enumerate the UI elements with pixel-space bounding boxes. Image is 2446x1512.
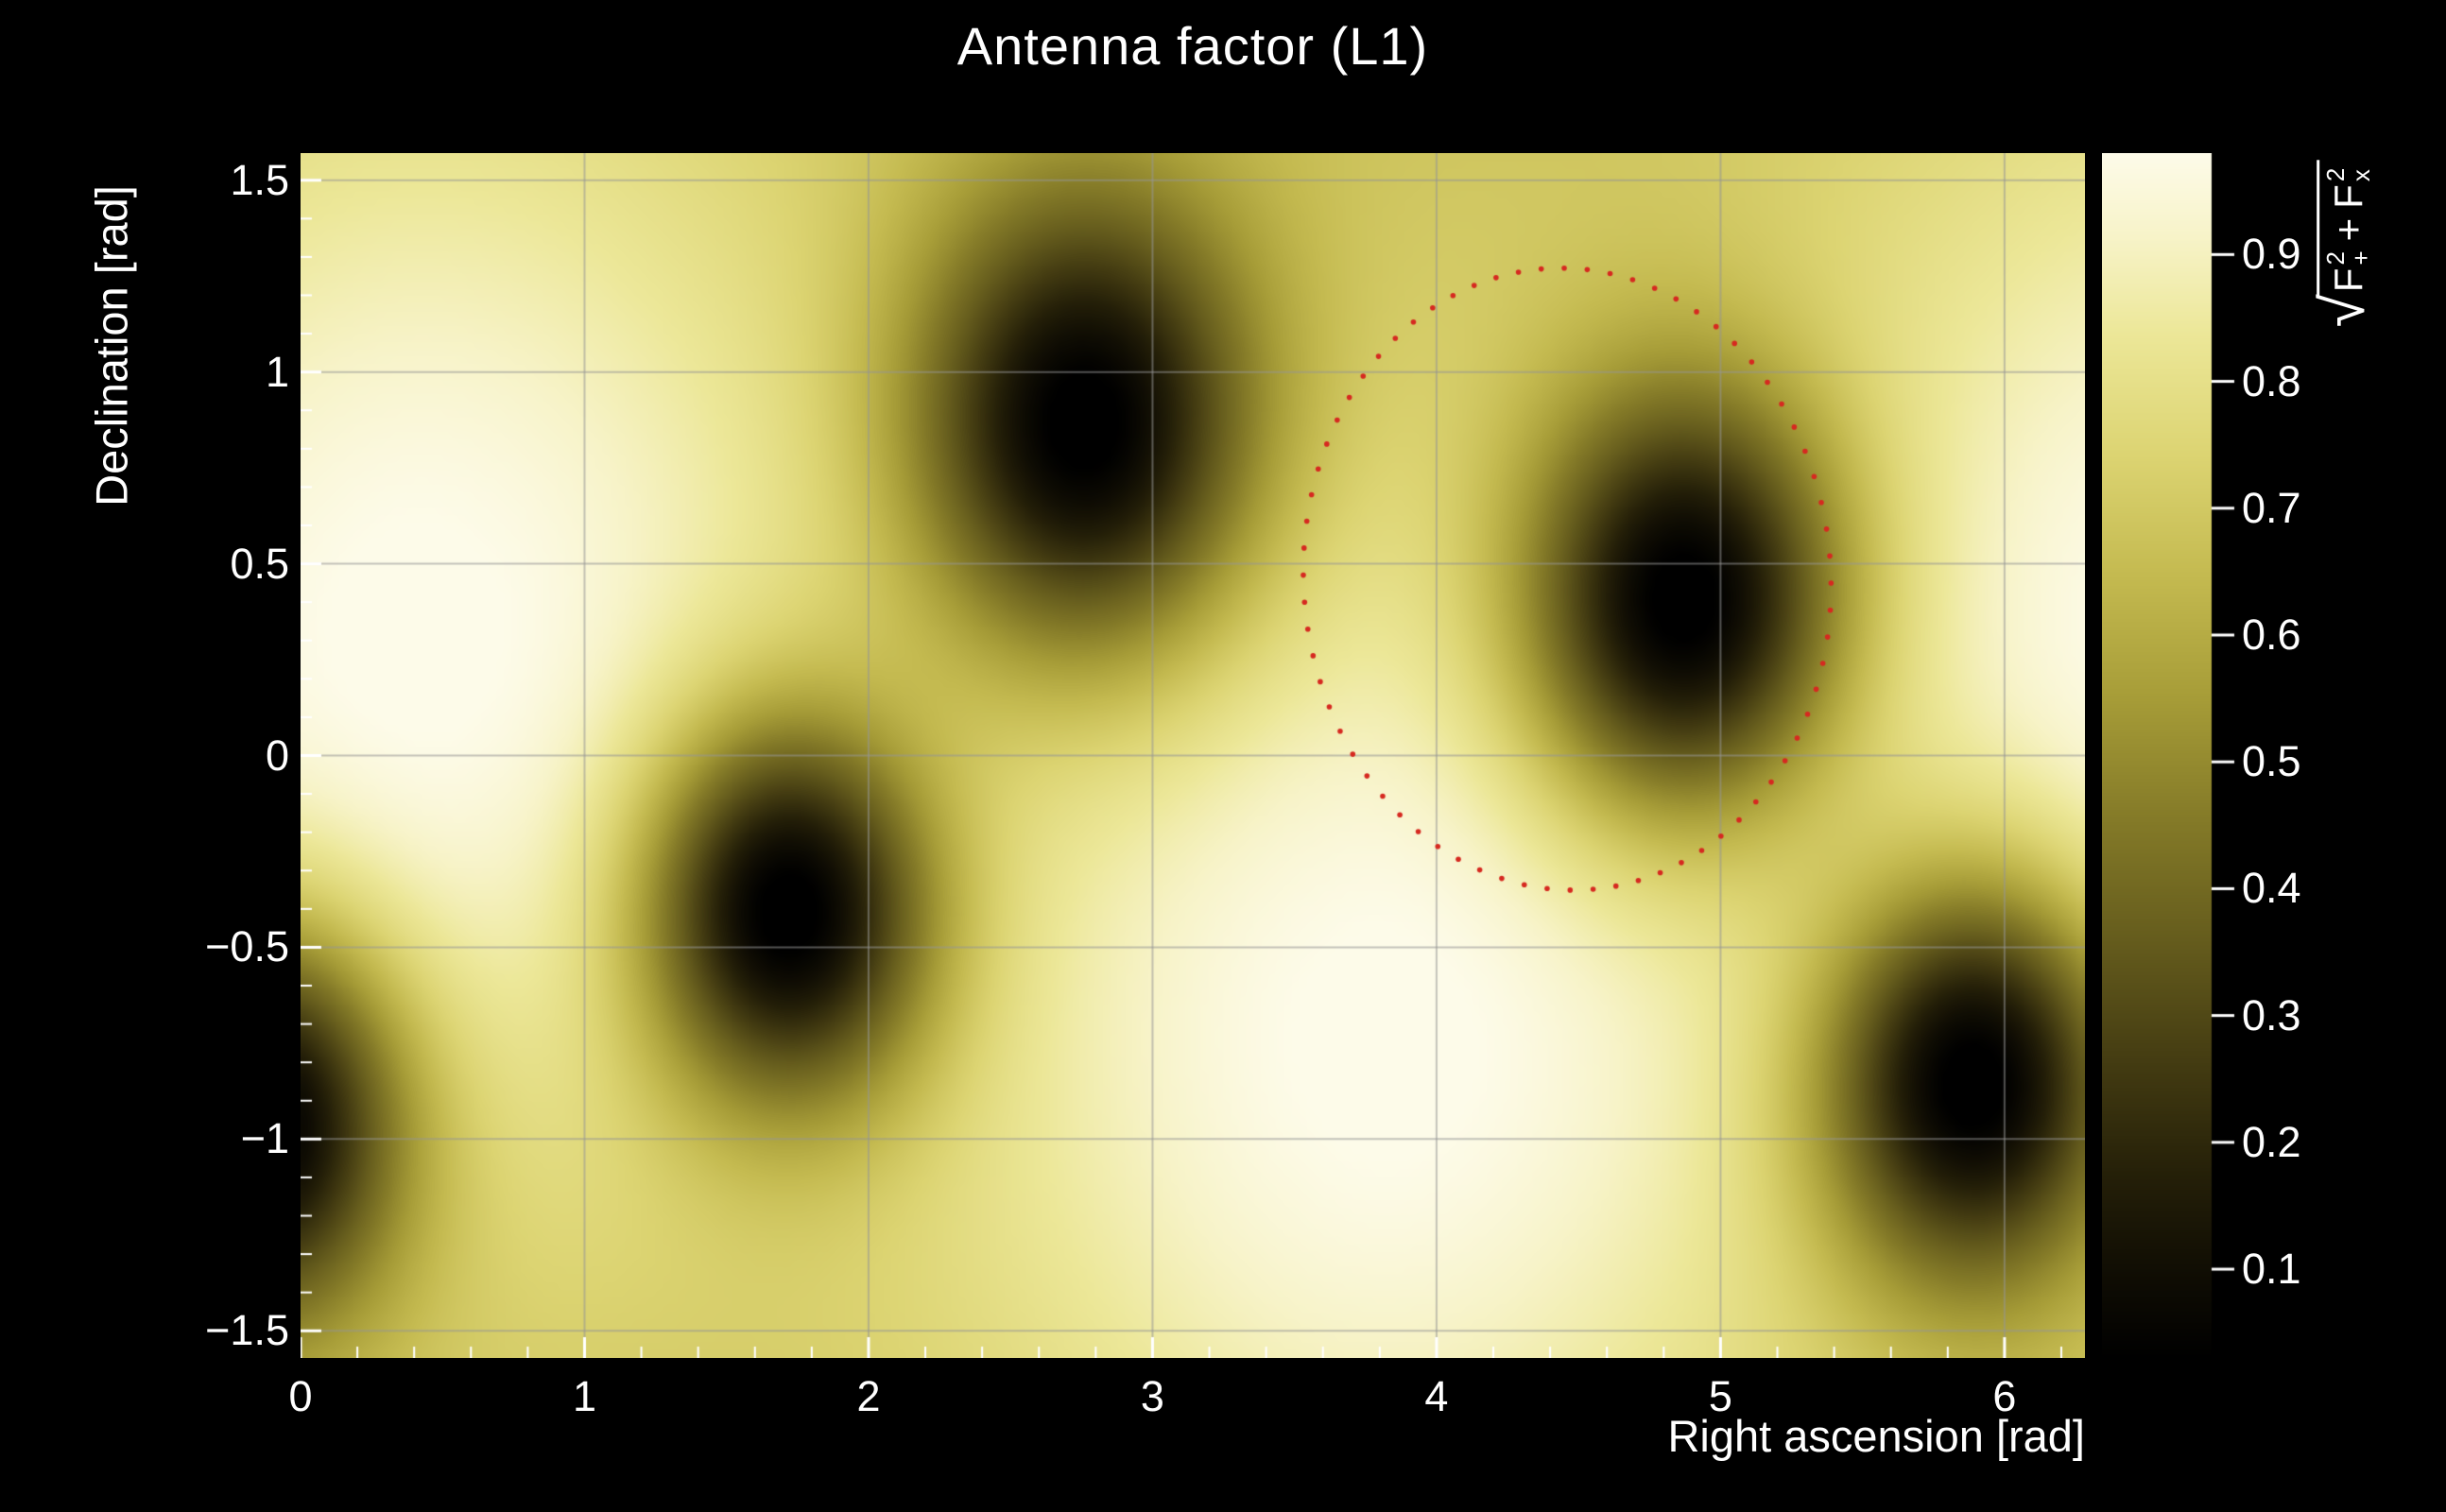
y-tick-label: 1 (265, 347, 289, 396)
colorbar (2102, 153, 2244, 1358)
colorbar-tick-label: 0.4 (2242, 864, 2301, 913)
f-plus-scripts: 2 + (2321, 250, 2376, 266)
f-cross-base: F (2326, 184, 2371, 209)
f-plus-base: F (2326, 267, 2371, 293)
x-tick-label: 2 (856, 1372, 881, 1420)
colorbar-title: √ F 2 + + F 2 x (2309, 160, 2378, 328)
y-tick-label: 1.5 (230, 155, 289, 204)
radical-sign: √ (2309, 294, 2378, 328)
plus-operator: + (2326, 217, 2371, 242)
x-axis-title: Right ascension [rad] (1667, 1411, 2085, 1461)
colorbar-tick-label: 0.3 (2242, 990, 2301, 1040)
f-plus-sub: + (2347, 250, 2376, 266)
y-tick-label: −1 (240, 1114, 289, 1163)
f-cross-sub: x (2347, 169, 2376, 182)
f-cross-sup: 2 (2321, 167, 2351, 182)
x-tick-label: 4 (1424, 1372, 1449, 1420)
x-tick-label: 0 (288, 1372, 313, 1420)
y-tick-label: −0.5 (205, 922, 289, 971)
colorbar-tick-label: 0.9 (2242, 230, 2301, 279)
x-tick-label: 3 (1140, 1372, 1164, 1420)
colorbar-tick-label: 0.7 (2242, 483, 2301, 532)
y-tick-label: 0 (265, 730, 289, 780)
x-tick-label: 5 (1708, 1372, 1732, 1420)
colorbar-tick-label: 0.6 (2242, 610, 2301, 659)
y-axis-title: Declination [rad] (86, 185, 137, 507)
x-tick-label: 6 (1992, 1372, 2017, 1420)
y-tick-label: 0.5 (230, 539, 289, 588)
chart-title: Antenna factor (L1) (956, 16, 1429, 76)
heatmap-canvas (301, 153, 2085, 1358)
f-cross-scripts: 2 x (2321, 167, 2376, 182)
colorbar-title-formula: F 2 + + F 2 x (2317, 160, 2376, 297)
f-plus-sup: 2 (2321, 251, 2351, 266)
colorbar-tick-label: 0.2 (2242, 1117, 2301, 1166)
colorbar-tick-label: 0.5 (2242, 737, 2301, 786)
y-tick-label: −1.5 (205, 1306, 289, 1355)
colorbar-tick-label: 0.8 (2242, 356, 2301, 405)
colorbar-tick-label: 0.1 (2242, 1245, 2301, 1294)
x-tick-label: 1 (572, 1372, 596, 1420)
